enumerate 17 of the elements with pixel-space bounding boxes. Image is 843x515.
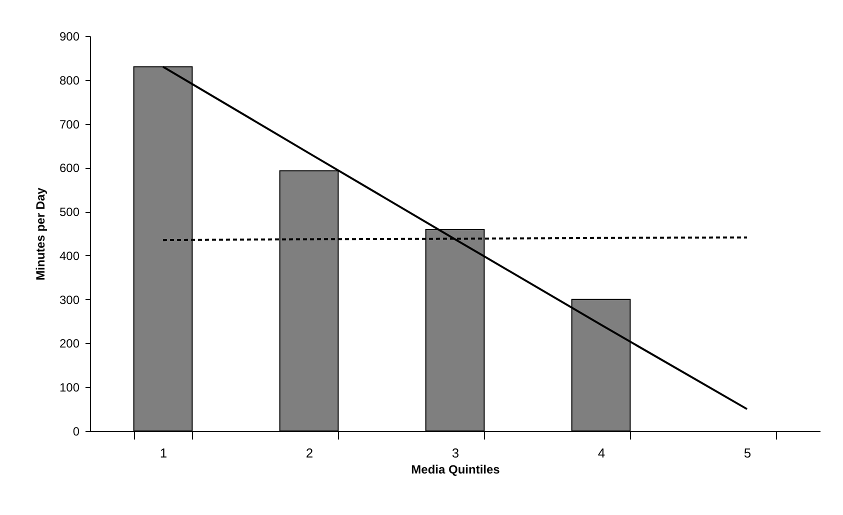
y-tick-label: 600 bbox=[59, 161, 80, 176]
y-tick-label: 500 bbox=[59, 205, 80, 220]
x-tick-label: 3 bbox=[452, 446, 460, 460]
y-tick-label: 300 bbox=[59, 292, 80, 307]
y-tick-label: 100 bbox=[59, 380, 80, 395]
x-axis-title: Media Quintiles bbox=[411, 462, 500, 476]
x-tick-label: 1 bbox=[160, 446, 168, 460]
y-tick-label: 400 bbox=[59, 248, 80, 263]
y-axis-title: Minutes per Day bbox=[33, 187, 48, 280]
x-tick-label: 2 bbox=[306, 446, 314, 460]
x-tick-label: 4 bbox=[598, 446, 606, 460]
y-tick-label: 800 bbox=[59, 73, 80, 88]
y-tick-label: 0 bbox=[72, 424, 80, 438]
y-tick-label: 700 bbox=[59, 117, 80, 132]
y-tick-label: 900 bbox=[59, 30, 80, 44]
x-tick-label: 5 bbox=[744, 446, 752, 460]
y-tick-label: 200 bbox=[59, 336, 80, 351]
